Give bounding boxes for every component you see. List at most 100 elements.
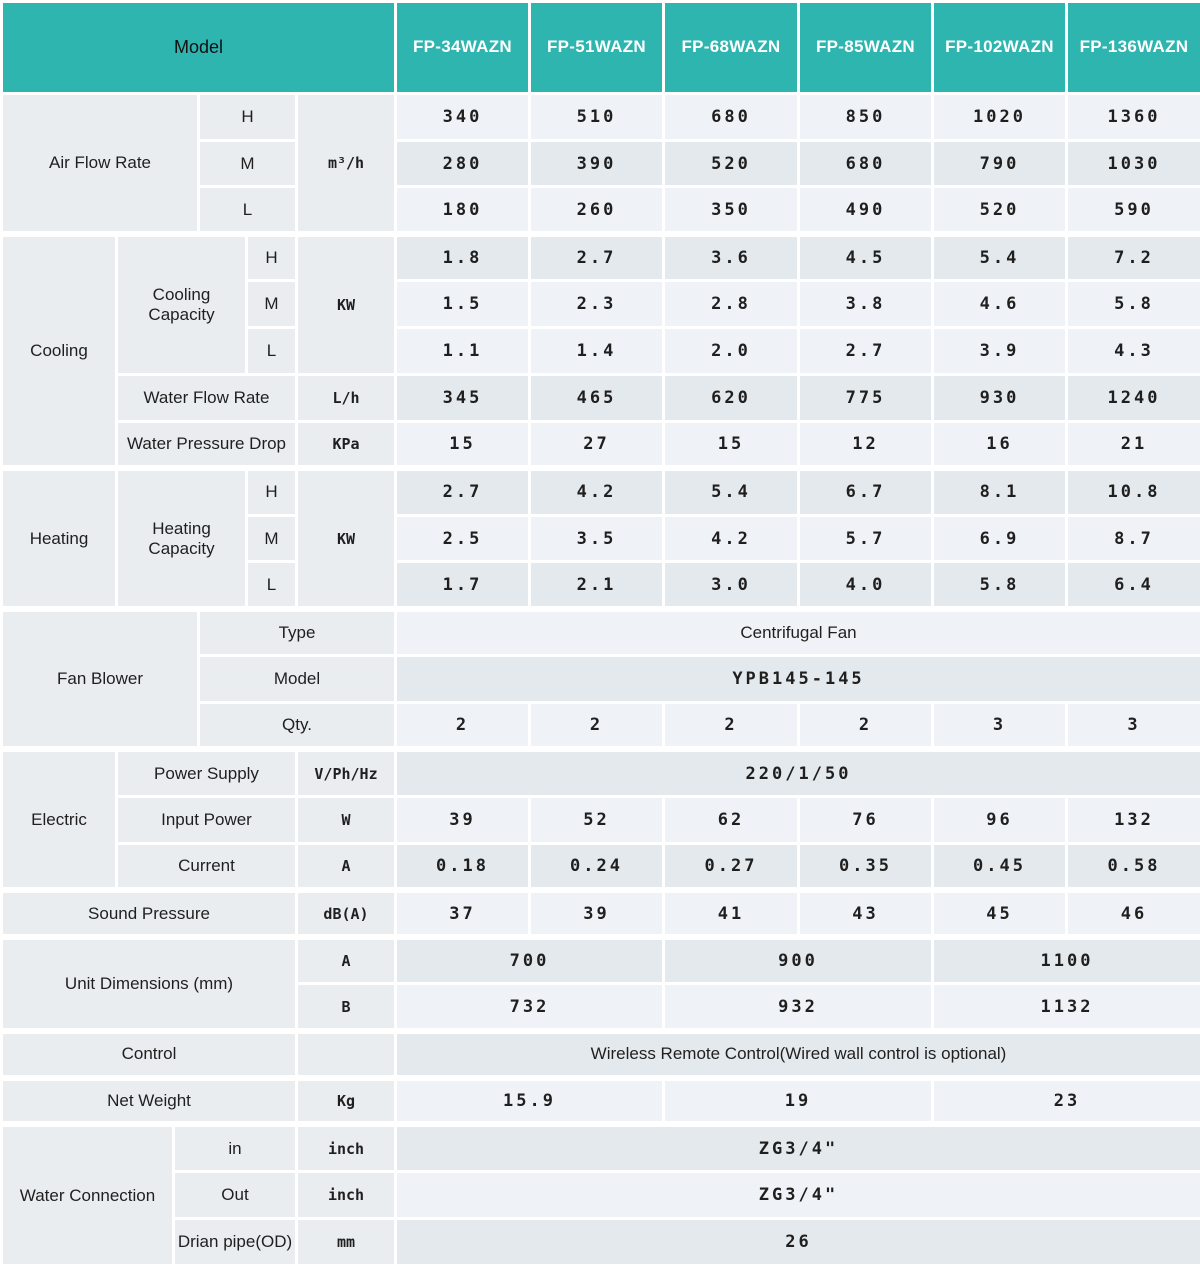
speed-label-m: M [245, 513, 298, 564]
row-label-air-flow-rate: Air Flow Rate [0, 91, 200, 236]
value: 3.8 [797, 279, 934, 330]
value: 340 [394, 91, 531, 142]
speed-label-h: H [245, 230, 298, 283]
unit-kg: Kg [295, 1074, 397, 1126]
value: 930 [931, 372, 1068, 423]
value: 520 [662, 138, 800, 189]
value: 5.8 [931, 560, 1068, 611]
value: 19 [662, 1074, 934, 1126]
value: 4.2 [528, 465, 665, 517]
value: 37 [394, 887, 531, 939]
value: 465 [528, 372, 665, 423]
value-drain-pipe: 26 [394, 1216, 1200, 1267]
row-fan-blower-qty: Qty. 2 2 2 2 3 3 [2, 701, 1200, 751]
unit-m3h: m³/h [295, 91, 397, 236]
row-fan-blower-model: Model YPB145-145 [2, 654, 1200, 705]
value-control: Wireless Remote Control(Wired wall contr… [394, 1027, 1200, 1080]
model-name-header: FP-85WAZN [797, 0, 934, 95]
value: 900 [662, 933, 934, 986]
value: 5.7 [797, 513, 934, 564]
row-cooling-capacity-h: Cooling Cooling Capacity H KW 1.8 2.7 3.6 4.5 5.4… [0, 230, 1200, 470]
row-label-unit-dimensions: Unit Dimensions (mm) [0, 933, 298, 1033]
value: 850 [797, 91, 934, 142]
value: 4.2 [662, 513, 800, 564]
value: 7.2 [1065, 230, 1200, 283]
value: 52 [528, 794, 665, 845]
row-label-out: Out [172, 1169, 298, 1220]
value: 350 [662, 185, 800, 236]
value: 0.45 [931, 841, 1068, 892]
row-label-heating-capacity: Heating Capacity [115, 465, 248, 611]
value: 1240 [1065, 372, 1200, 423]
value: 45 [931, 887, 1068, 939]
value: 1360 [1065, 91, 1200, 142]
value: 0.18 [394, 841, 531, 892]
value: 2.7 [797, 326, 934, 376]
value: 2.5 [394, 513, 531, 564]
model-name-header: FP-34WAZN [394, 0, 531, 95]
value: 510 [528, 91, 665, 142]
value: 39 [528, 887, 665, 939]
value: 76 [797, 794, 934, 845]
value: 0.27 [662, 841, 800, 892]
value: 3 [1065, 701, 1200, 751]
value: 5.4 [662, 465, 800, 517]
row-electric-input-power: Input Power W 39 52 62 76 96 132 [2, 794, 1200, 845]
value: 1100 [931, 933, 1200, 986]
row-heating-capacity-m: M 2.5 3.5 4.2 5.7 6.9 8.7 [2, 513, 1200, 564]
unit-kw: KW [295, 230, 397, 376]
row-water-pressure-drop: Water Pressure Drop KPa 15 27 15 12 16 21 [2, 419, 1200, 470]
row-label-fan-blower: Fan Blower [0, 605, 200, 751]
row-air-flow-rate-m: M 280 390 520 680 790 1030 [2, 138, 1200, 189]
value: 3.0 [662, 560, 800, 611]
value-fan-type: Centrifugal Fan [394, 605, 1200, 658]
value: 62 [662, 794, 800, 845]
row-label-type: Type [197, 605, 397, 658]
value-power-supply: 220/1/50 [394, 746, 1200, 798]
row-label-electric: Electric [0, 746, 118, 892]
value: 2.1 [528, 560, 665, 611]
row-label-drain-pipe: Drian pipe(OD) [172, 1216, 298, 1267]
value: 3.9 [931, 326, 1068, 376]
value: 96 [931, 794, 1068, 845]
value: 6.9 [931, 513, 1068, 564]
value: 180 [394, 185, 531, 236]
row-net-weight: Net Weight Kg 15.9 19 23 [0, 1074, 1200, 1126]
value: 2.7 [394, 465, 531, 517]
row-label-cooling: Cooling [0, 230, 118, 470]
value: 1.5 [394, 279, 531, 330]
speed-label-l: L [245, 560, 298, 611]
value: 390 [528, 138, 665, 189]
unit-inch: inch [295, 1121, 397, 1173]
row-heating-capacity-h: Heating Heating Capacity H KW 2.7 4.2 5.4 6.7 8.1… [0, 465, 1200, 611]
value: 21 [1065, 419, 1200, 470]
unit-a: A [295, 841, 397, 892]
value: 10.8 [1065, 465, 1200, 517]
model-name-header: FP-136WAZN [1065, 0, 1200, 95]
row-label-model: Model [197, 654, 397, 705]
value: 39 [394, 794, 531, 845]
value: 4.6 [931, 279, 1068, 330]
value: 680 [662, 91, 800, 142]
row-air-flow-rate-l: L 180 260 350 490 520 590 [2, 185, 1200, 236]
value: 590 [1065, 185, 1200, 236]
blank-cell [295, 1027, 397, 1080]
value: 732 [394, 982, 665, 1033]
row-heating-capacity-l: L 1.7 2.1 3.0 4.0 5.8 6.4 [2, 560, 1200, 611]
value: 27 [528, 419, 665, 470]
value: 0.35 [797, 841, 934, 892]
value: 520 [931, 185, 1068, 236]
row-label-net-weight: Net Weight [0, 1074, 298, 1126]
value: 3.5 [528, 513, 665, 564]
row-label-water-pressure-drop: Water Pressure Drop [115, 419, 298, 470]
value: 1132 [931, 982, 1200, 1033]
value: 2.0 [662, 326, 800, 376]
value: 1020 [931, 91, 1068, 142]
value: 1.1 [394, 326, 531, 376]
value: 4.3 [1065, 326, 1200, 376]
speed-label-m: M [245, 279, 298, 330]
speed-label-h: H [197, 91, 298, 142]
speed-label-m: M [197, 138, 298, 189]
